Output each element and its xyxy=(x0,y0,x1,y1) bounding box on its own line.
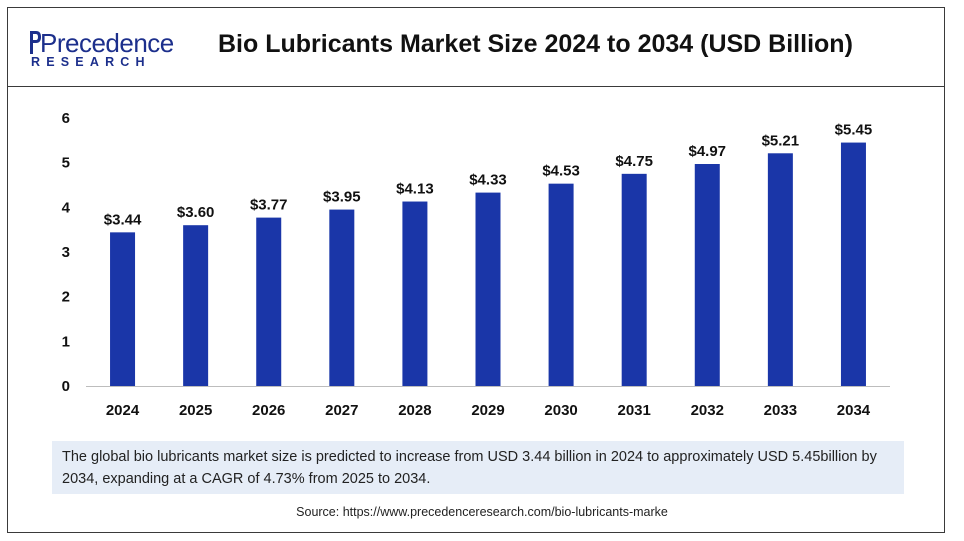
value-label-2027: $3.95 xyxy=(323,189,361,206)
y-tick-label: 6 xyxy=(62,110,70,127)
bar-2026 xyxy=(256,217,282,386)
value-label-2030: $4.53 xyxy=(542,163,580,180)
x-tick-label-2027: 2027 xyxy=(325,402,358,419)
value-label-2031: $4.75 xyxy=(615,153,653,170)
brand-name: Precedence xyxy=(40,28,174,58)
value-label-2025: $3.60 xyxy=(177,204,215,221)
bar-2027 xyxy=(329,209,355,386)
bar-2024 xyxy=(110,232,136,386)
value-label-2028: $4.13 xyxy=(396,181,434,198)
brand-sub: RESEARCH xyxy=(31,55,151,69)
x-tick-label-2025: 2025 xyxy=(179,402,212,419)
x-tick-label-2033: 2033 xyxy=(764,402,797,419)
x-tick-label-2028: 2028 xyxy=(398,402,431,419)
y-tick-label: 1 xyxy=(62,333,70,350)
source-text: Source: https://www.precedenceresearch.c… xyxy=(296,505,668,519)
chart-frame xyxy=(7,7,945,533)
y-tick-label: 0 xyxy=(62,378,70,395)
chart-axes: 0 1 2 3 4 5 6 xyxy=(62,110,890,395)
bar-2034 xyxy=(840,142,866,386)
bar-2028 xyxy=(402,201,428,386)
y-tick-label: 2 xyxy=(62,289,70,306)
brand-logo: Precedence RESEARCH xyxy=(28,28,178,78)
logo-mark-icon xyxy=(30,31,41,54)
x-tick-label-2029: 2029 xyxy=(471,402,504,419)
header: Precedence RESEARCH Bio Lubricants Marke… xyxy=(8,8,944,87)
bar-2032 xyxy=(694,164,720,386)
value-label-2034: $5.45 xyxy=(835,122,873,139)
x-tick-label-2034: 2034 xyxy=(837,402,871,419)
x-tick-label-2031: 2031 xyxy=(617,402,650,419)
bar-2033 xyxy=(767,153,793,386)
value-label-2033: $5.21 xyxy=(762,132,800,149)
x-tick-label-2032: 2032 xyxy=(691,402,724,419)
value-label-2024: $3.44 xyxy=(104,211,142,228)
y-tick-label: 3 xyxy=(62,244,70,261)
x-tick-label-2024: 2024 xyxy=(106,402,140,419)
x-tick-label-2026: 2026 xyxy=(252,402,285,419)
value-label-2029: $4.33 xyxy=(469,172,507,189)
chart-bars xyxy=(110,142,866,386)
bar-2031 xyxy=(621,173,647,386)
value-label-2026: $3.77 xyxy=(250,197,288,214)
bar-2025 xyxy=(183,225,209,386)
y-tick-label: 4 xyxy=(62,199,71,216)
summary-note: The global bio lubricants market size is… xyxy=(52,441,904,494)
chart-title: Bio Lubricants Market Size 2024 to 2034 … xyxy=(218,30,853,58)
value-label-2032: $4.97 xyxy=(688,143,726,160)
bar-2029 xyxy=(475,192,501,386)
x-tick-label-2030: 2030 xyxy=(544,402,577,419)
chart-labels: $3.44 2024 $3.60 2025 $3.77 2026 $3.95 2027 $4.1… xyxy=(104,122,872,419)
bar-2030 xyxy=(548,183,574,386)
y-tick-label: 5 xyxy=(62,155,70,172)
